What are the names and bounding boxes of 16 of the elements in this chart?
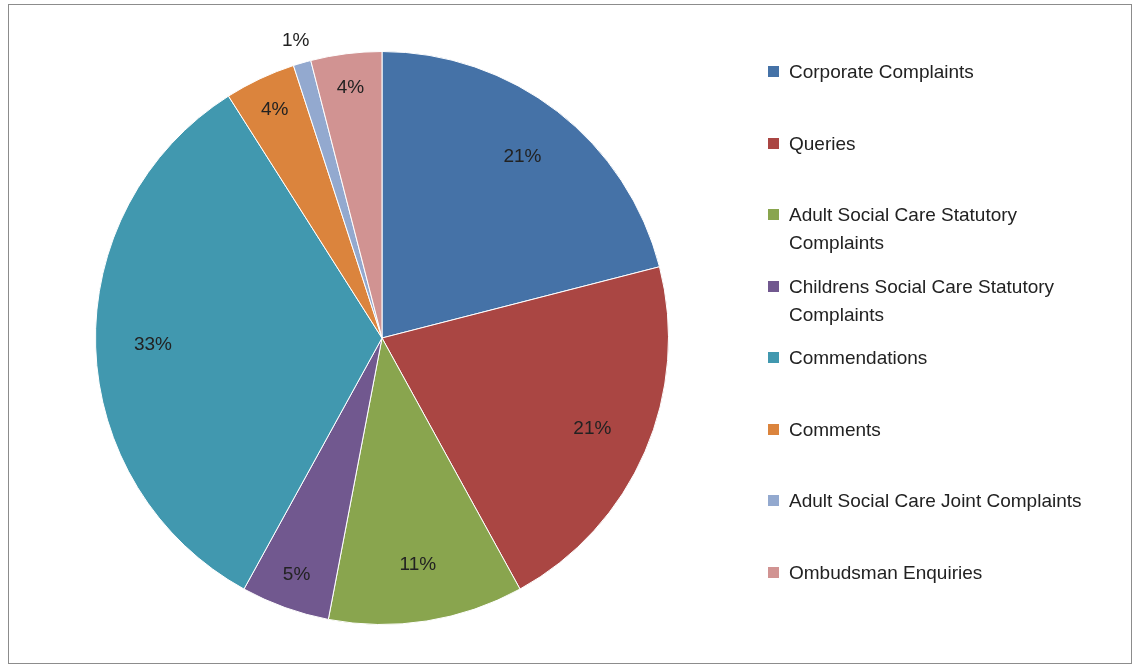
legend-label: Corporate Complaints: [789, 60, 974, 84]
legend-label: Childrens Social Care Statutory Complaints: [789, 274, 1056, 327]
data-label: 33%: [133, 333, 173, 355]
legend-label: Adult Social Care Statutory Complaints: [789, 203, 1019, 255]
data-label: 21%: [503, 145, 542, 167]
data-label: 5%: [282, 563, 311, 585]
legend-label: Queries: [789, 131, 856, 156]
data-label: 11%: [399, 552, 437, 574]
legend-label: Ombudsman Enquiries: [789, 560, 983, 585]
data-label: 4%: [336, 76, 365, 98]
data-label: 4%: [260, 98, 289, 120]
data-label: 1%: [281, 29, 310, 51]
legend-label: Comments: [789, 417, 881, 442]
legend-label: Commendations: [789, 346, 928, 370]
data-label: 21%: [573, 417, 612, 439]
legend-label: Adult Social Care Joint Complaints: [789, 489, 1082, 513]
